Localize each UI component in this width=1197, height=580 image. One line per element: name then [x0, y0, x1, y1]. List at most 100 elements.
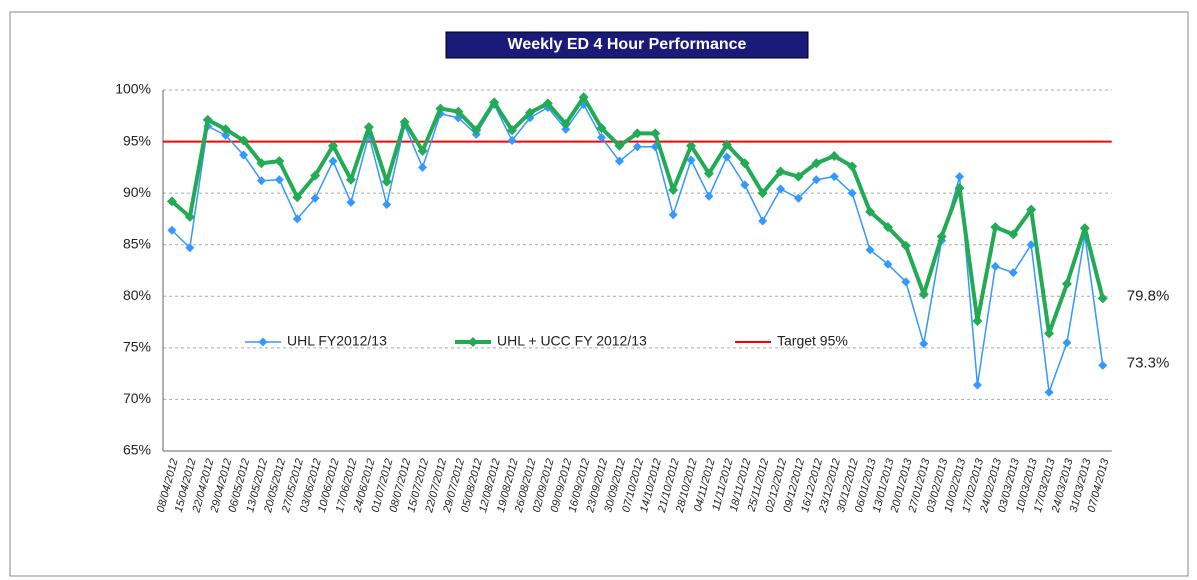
point: [632, 142, 642, 152]
point: [883, 259, 893, 269]
chart-title: Weekly ED 4 Hour Performance: [508, 36, 747, 53]
point: [596, 123, 607, 134]
legend-label: UHL + UCC FY 2012/13: [497, 333, 647, 349]
point: [382, 199, 392, 209]
point: [793, 193, 803, 203]
point: [560, 119, 571, 130]
point: [346, 197, 356, 207]
point: [972, 380, 982, 390]
y-tick-label: 100%: [115, 81, 151, 97]
point: [1097, 293, 1108, 304]
point: [936, 231, 947, 242]
point: [668, 185, 679, 196]
point: [1008, 268, 1018, 278]
point: [758, 216, 768, 226]
point: [704, 191, 714, 201]
point: [220, 124, 231, 135]
point: [1044, 328, 1055, 339]
point: [418, 162, 428, 172]
value-label: 79.8%: [1127, 287, 1170, 304]
point: [847, 161, 858, 172]
point: [345, 174, 356, 185]
point: [614, 156, 624, 166]
point: [614, 140, 625, 151]
point: [524, 107, 535, 118]
legend-marker: [468, 337, 478, 347]
point: [453, 106, 464, 117]
point: [489, 97, 500, 108]
point: [542, 98, 553, 109]
point: [739, 158, 750, 169]
point: [202, 114, 213, 125]
point: [900, 240, 911, 251]
point: [740, 180, 750, 190]
point: [239, 150, 249, 160]
point: [185, 243, 195, 253]
point: [703, 168, 714, 179]
point: [471, 125, 482, 136]
point: [256, 176, 266, 186]
point: [561, 124, 571, 134]
point: [1008, 229, 1019, 240]
point: [399, 116, 410, 127]
point: [829, 151, 840, 162]
point: [722, 152, 732, 162]
point: [811, 158, 822, 169]
point: [328, 140, 339, 151]
point: [292, 214, 302, 224]
point: [274, 156, 285, 167]
y-tick-label: 80%: [123, 287, 151, 303]
y-tick-label: 75%: [123, 339, 151, 355]
point: [310, 170, 321, 181]
point: [865, 245, 875, 255]
point: [435, 103, 446, 114]
point: [166, 196, 177, 207]
point: [1098, 360, 1108, 370]
y-tick-label: 90%: [123, 184, 151, 200]
point: [597, 132, 607, 142]
point: [901, 277, 911, 287]
chart-frame: [9, 11, 1189, 577]
point: [757, 188, 768, 199]
y-tick-label: 85%: [123, 235, 151, 251]
point: [775, 166, 786, 177]
legend-label: UHL FY2012/13: [287, 333, 387, 349]
point: [668, 210, 678, 220]
point: [632, 128, 643, 139]
point: [363, 122, 374, 133]
point: [274, 175, 284, 185]
point: [292, 192, 303, 203]
point: [417, 145, 428, 156]
point: [829, 172, 839, 182]
point: [238, 135, 249, 146]
point: [507, 136, 517, 146]
y-tick-label: 70%: [123, 390, 151, 406]
point: [1079, 223, 1090, 234]
point: [793, 171, 804, 182]
point: [865, 206, 876, 217]
point: [955, 172, 965, 182]
value-label: 73.3%: [1127, 354, 1170, 371]
point: [1062, 338, 1072, 348]
point: [686, 155, 696, 165]
point: [381, 176, 392, 187]
point: [310, 193, 320, 203]
point: [954, 182, 965, 193]
title-box: [445, 31, 809, 59]
point: [167, 225, 177, 235]
point: [650, 128, 661, 139]
point: [507, 125, 518, 136]
point: [221, 130, 231, 140]
point: [256, 158, 267, 169]
point: [1026, 204, 1037, 215]
point: [1044, 387, 1054, 397]
point: [882, 222, 893, 233]
point: [847, 188, 857, 198]
point: [776, 184, 786, 194]
point: [686, 140, 697, 151]
y-tick-label: 65%: [123, 442, 151, 458]
point: [721, 139, 732, 150]
point: [918, 289, 929, 300]
point: [919, 339, 929, 349]
legend-marker: [258, 337, 268, 347]
